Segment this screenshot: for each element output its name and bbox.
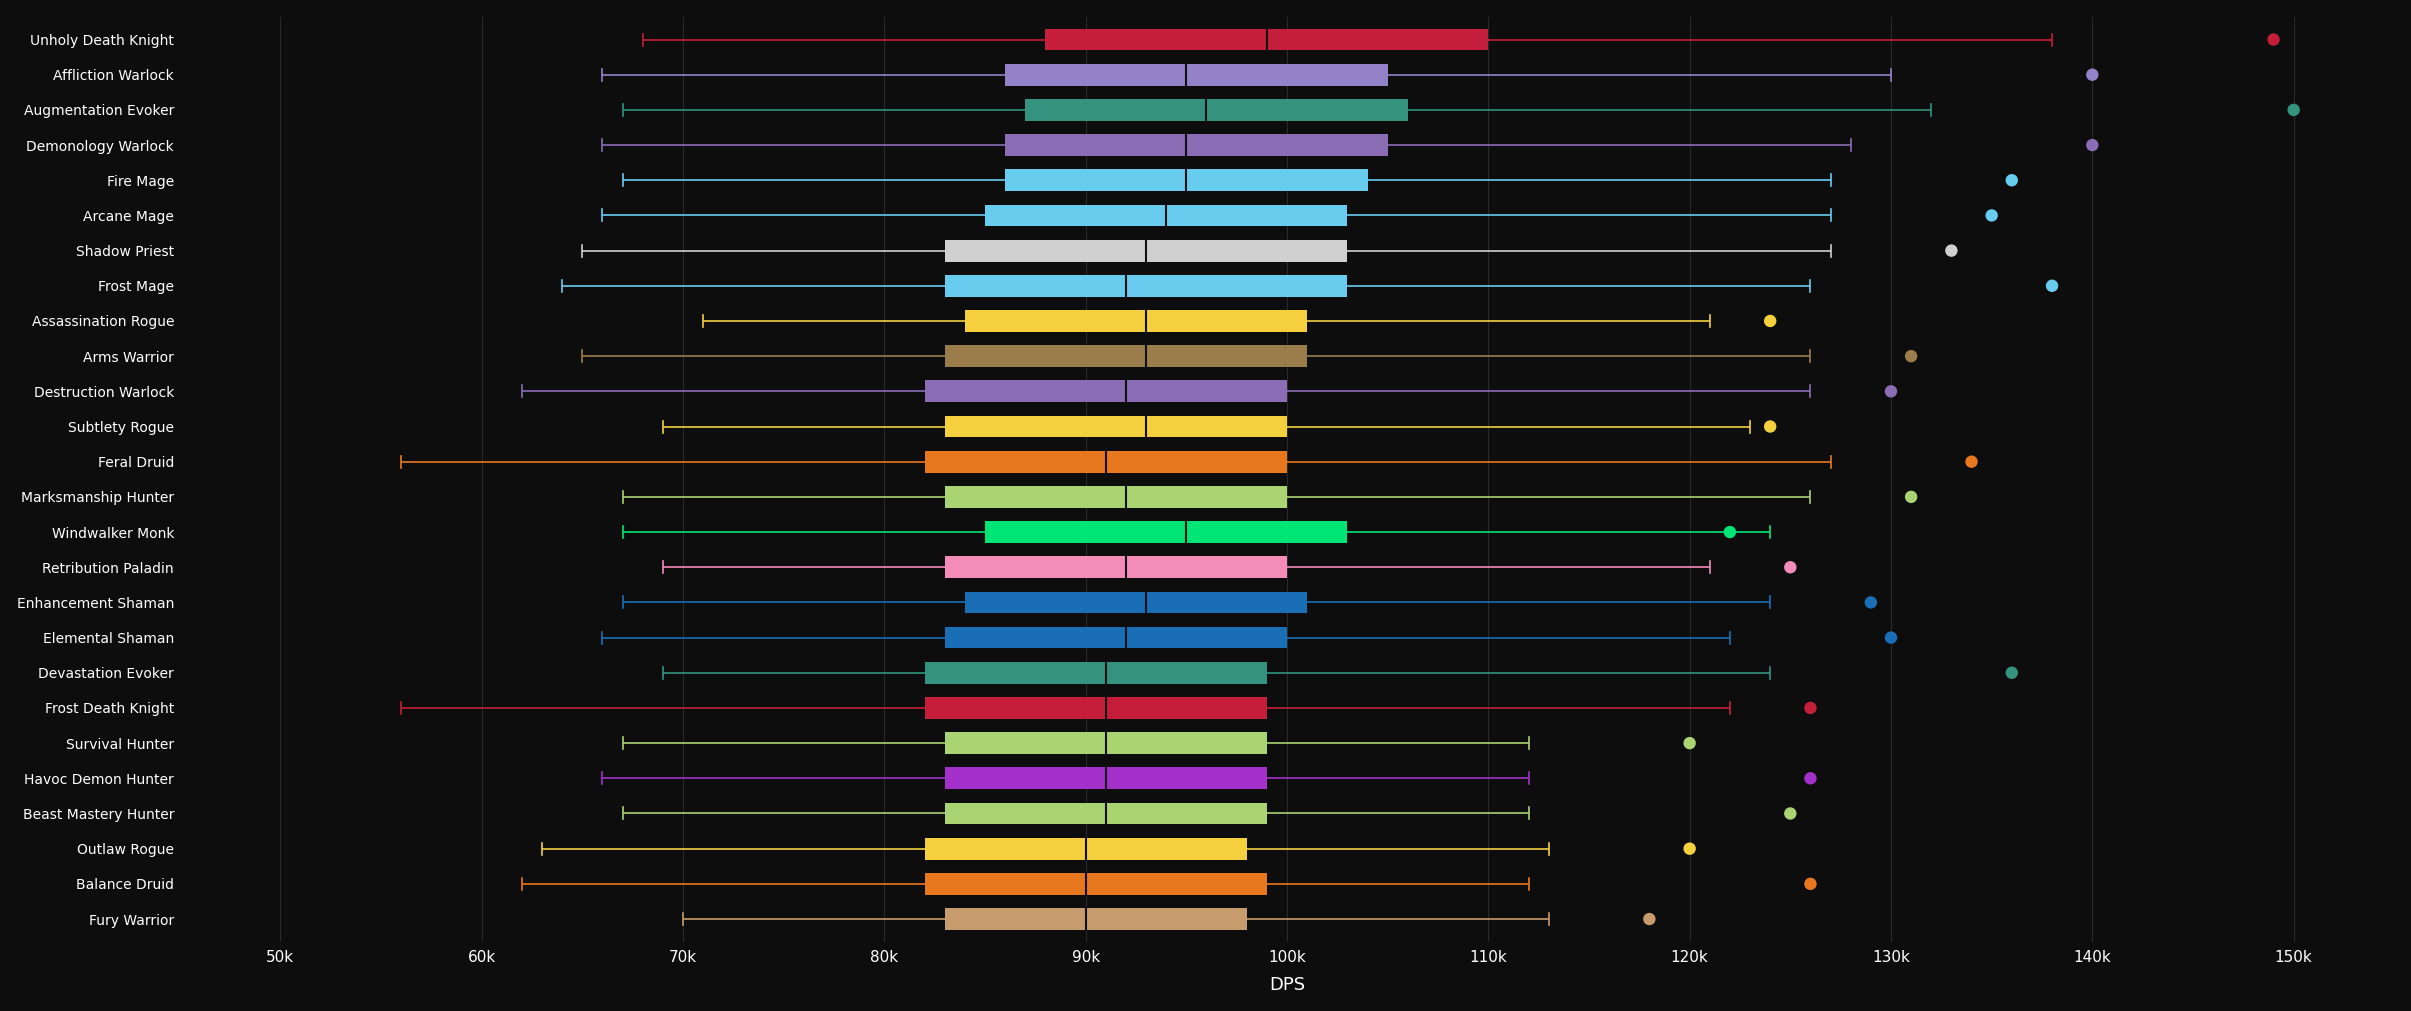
Bar: [945, 803, 1266, 824]
Point: [1772, 559, 1811, 575]
Bar: [945, 345, 1307, 367]
Bar: [964, 310, 1307, 332]
Bar: [1046, 28, 1488, 51]
Point: [1893, 348, 1931, 364]
Point: [1991, 172, 2030, 188]
Point: [1772, 806, 1811, 822]
Point: [1791, 770, 1830, 787]
Bar: [945, 240, 1348, 262]
Point: [1893, 488, 1931, 504]
Bar: [945, 908, 1246, 930]
Bar: [945, 732, 1266, 754]
Bar: [945, 627, 1287, 648]
Bar: [923, 451, 1287, 472]
Bar: [923, 662, 1266, 683]
Bar: [945, 556, 1287, 578]
Point: [2274, 102, 2312, 118]
Bar: [1005, 134, 1389, 156]
Bar: [923, 872, 1266, 895]
Bar: [923, 838, 1246, 859]
Bar: [1005, 64, 1389, 86]
Point: [1991, 664, 2030, 680]
Bar: [945, 275, 1348, 296]
Point: [2073, 67, 2112, 83]
Point: [1671, 735, 1709, 751]
Point: [1972, 207, 2011, 223]
Point: [2254, 31, 2293, 48]
Point: [1671, 840, 1709, 856]
X-axis label: DPS: DPS: [1268, 977, 1304, 995]
Point: [1750, 312, 1789, 329]
Bar: [923, 380, 1287, 402]
Point: [1852, 594, 1890, 611]
Point: [1791, 876, 1830, 892]
Point: [1630, 911, 1668, 927]
Point: [1712, 524, 1750, 540]
Point: [1750, 419, 1789, 435]
Point: [1871, 383, 1910, 399]
Bar: [986, 521, 1348, 543]
Point: [1791, 700, 1830, 716]
Bar: [1005, 170, 1367, 191]
Point: [2032, 278, 2071, 294]
Point: [1931, 243, 1970, 259]
Point: [1953, 454, 1991, 470]
Bar: [945, 416, 1287, 438]
Bar: [964, 591, 1307, 614]
Bar: [986, 204, 1348, 226]
Bar: [945, 767, 1266, 790]
Point: [1871, 630, 1910, 646]
Bar: [923, 697, 1266, 719]
Bar: [1025, 99, 1408, 120]
Point: [2073, 136, 2112, 153]
Bar: [945, 486, 1287, 508]
